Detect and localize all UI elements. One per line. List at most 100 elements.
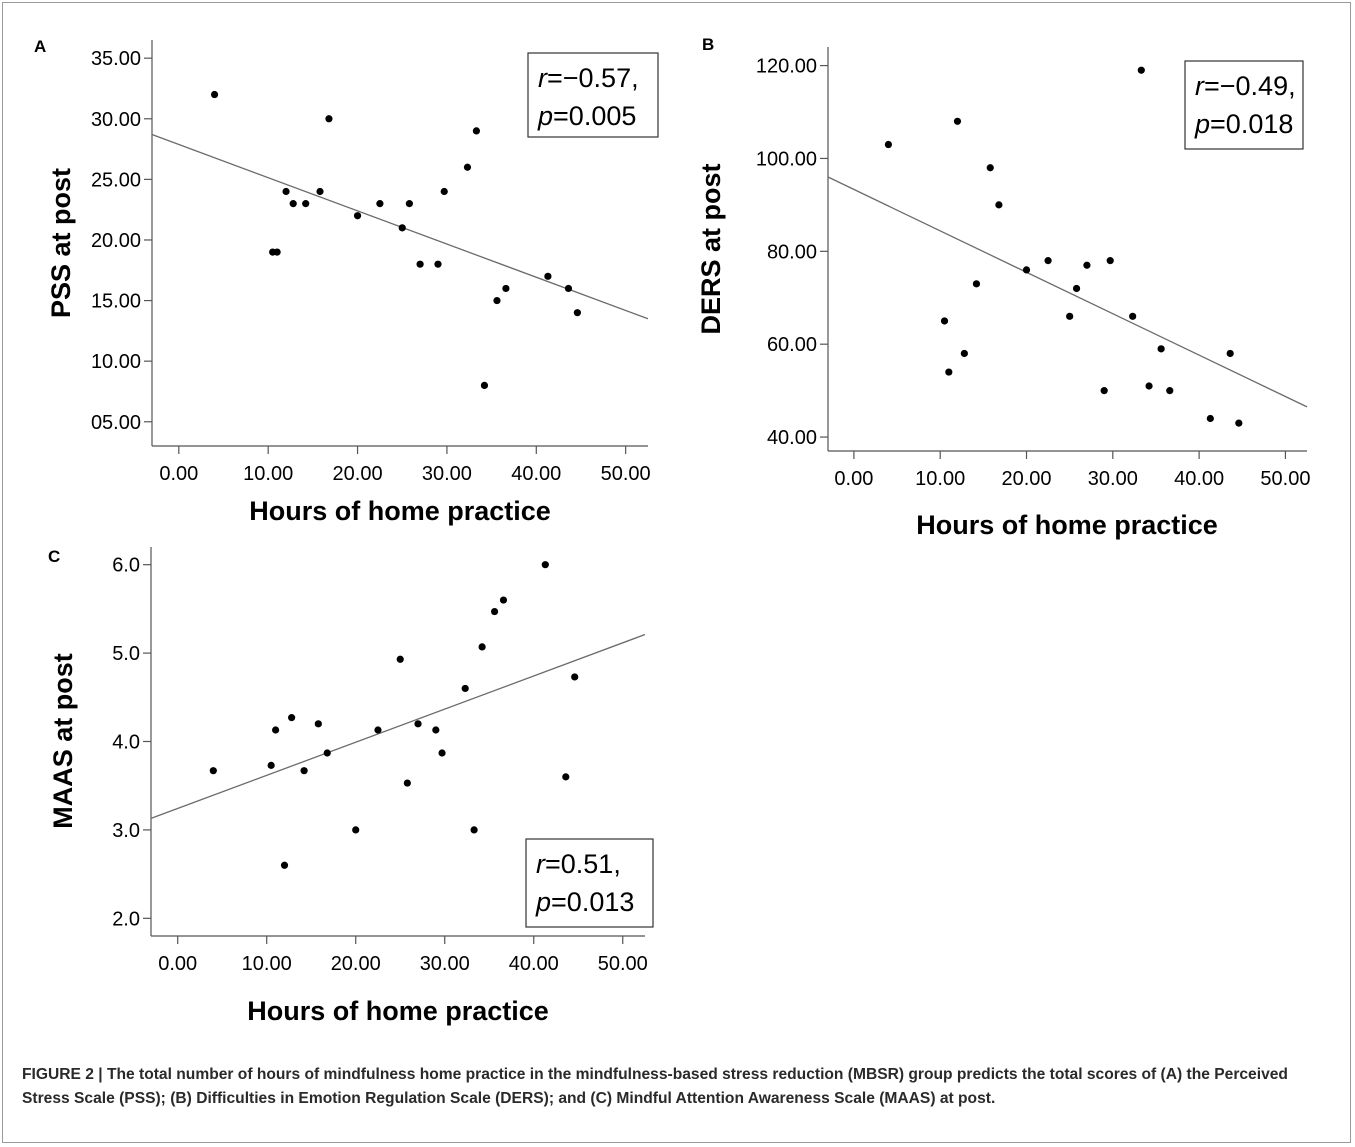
caption-text: The total number of hours of mindfulness… <box>22 1066 1288 1107</box>
chart-panel-a: A 05.00 10.00 15.00 20.00 25.00 30.00 35.00 0.00… <box>34 37 659 526</box>
data-point <box>289 200 297 208</box>
data-point <box>353 212 362 220</box>
y-tick-label: 05.00 <box>91 412 141 434</box>
y-tick-label: 2.0 <box>112 908 140 930</box>
x-tick-label: 0.00 <box>158 953 197 975</box>
data-point <box>472 127 481 135</box>
data-point <box>986 164 994 172</box>
stats-p-value: p=0.018 <box>1194 109 1293 139</box>
y-tick-label: 20.00 <box>91 230 141 252</box>
stats-box <box>525 838 654 928</box>
data-point <box>1145 382 1153 390</box>
y-tick-label: 40.00 <box>767 427 817 449</box>
data-point <box>273 248 281 256</box>
chart-panel-b: B 40.00 60.00 80.00 100.00 120.00 0.00 10.00 20.… <box>696 35 1310 540</box>
data-point <box>1106 257 1114 265</box>
data-point <box>884 140 893 149</box>
data-point <box>1226 349 1234 358</box>
x-tick-label: 0.00 <box>159 463 198 485</box>
x-tick-label: 20.00 <box>1001 468 1051 490</box>
data-point <box>972 280 981 288</box>
data-point <box>440 187 448 196</box>
data-point <box>416 260 424 268</box>
data-point <box>280 861 289 869</box>
chart-panel-c: C 2.0 3.0 4.0 5.0 6.0 0.00 10.00 20.00 30.00 40.00… <box>48 547 654 1026</box>
x-axis-title: Hours of home practice <box>249 496 551 526</box>
data-point <box>434 260 442 268</box>
data-point <box>960 349 968 358</box>
data-point <box>499 596 508 604</box>
x-tick-label: 10.00 <box>243 463 293 485</box>
stats-r-value: r=−0.49, <box>1195 71 1296 101</box>
data-point <box>414 720 422 728</box>
data-point <box>316 187 324 196</box>
y-tick-label: 30.00 <box>91 109 141 131</box>
caption-label: FIGURE 2 | <box>22 1066 103 1083</box>
data-point <box>396 655 404 663</box>
y-tick-label: 25.00 <box>91 169 141 191</box>
panel-letter-c: C <box>48 547 60 566</box>
y-tick-label: 4.0 <box>112 732 140 754</box>
data-point <box>398 224 406 232</box>
data-point <box>953 117 962 125</box>
y-tick-label: 10.00 <box>91 351 141 373</box>
panel-letter-b: B <box>702 35 714 54</box>
y-tick-label: 80.00 <box>767 241 817 263</box>
data-point <box>544 272 552 280</box>
data-point <box>325 115 333 123</box>
data-point <box>945 368 953 376</box>
data-point <box>995 201 1003 209</box>
data-point <box>564 284 573 293</box>
data-point <box>470 826 478 834</box>
stats-r-value: r=0.51, <box>536 849 621 879</box>
data-point <box>302 200 310 208</box>
stats-p-value: p=0.005 <box>537 101 636 131</box>
y-axis-title: PSS at post <box>46 168 76 318</box>
data-point <box>1066 312 1074 320</box>
x-tick-label: 50.00 <box>598 953 648 975</box>
y-tick-label: 3.0 <box>112 820 140 842</box>
x-tick-label: 10.00 <box>242 953 292 975</box>
x-tick-label: 30.00 <box>1088 468 1138 490</box>
data-point <box>571 673 579 681</box>
data-point <box>438 749 446 757</box>
x-tick-label: 10.00 <box>915 468 965 490</box>
x-tick-label: 40.00 <box>1174 468 1224 490</box>
regression-line <box>150 633 646 820</box>
stats-p-value: p=0.013 <box>535 887 634 917</box>
y-tick-label: 35.00 <box>91 48 141 70</box>
x-tick-label: 0.00 <box>834 468 873 490</box>
x-axis-title: Hours of home practice <box>916 510 1218 540</box>
data-point <box>1044 257 1052 265</box>
data-point <box>1166 387 1174 395</box>
data-point <box>463 163 472 171</box>
data-point <box>541 561 549 569</box>
stats-box <box>1184 60 1304 150</box>
data-point <box>374 726 382 734</box>
data-point <box>432 726 440 734</box>
stats-r-value: r=−0.57, <box>538 63 639 93</box>
panel-letter-a: A <box>34 37 46 56</box>
y-tick-label: 6.0 <box>112 555 140 577</box>
y-tick-label: 15.00 <box>91 291 141 313</box>
y-tick-label: 100.00 <box>756 148 817 170</box>
data-point <box>573 309 581 317</box>
data-point <box>1137 66 1145 74</box>
data-point <box>272 726 280 734</box>
stats-box <box>527 52 659 138</box>
x-tick-label: 30.00 <box>420 953 470 975</box>
data-point <box>940 317 949 325</box>
data-point <box>267 761 275 769</box>
y-tick-label: 120.00 <box>756 56 817 78</box>
data-point <box>282 187 290 196</box>
data-point <box>1129 312 1137 320</box>
data-point <box>403 779 411 787</box>
y-axis-title: DERS at post <box>696 163 726 334</box>
x-tick-label: 40.00 <box>511 463 561 485</box>
data-point <box>1235 419 1243 427</box>
data-point <box>502 284 510 293</box>
data-point <box>480 381 489 390</box>
y-tick-label: 60.00 <box>767 334 817 356</box>
x-tick-label: 20.00 <box>333 463 383 485</box>
